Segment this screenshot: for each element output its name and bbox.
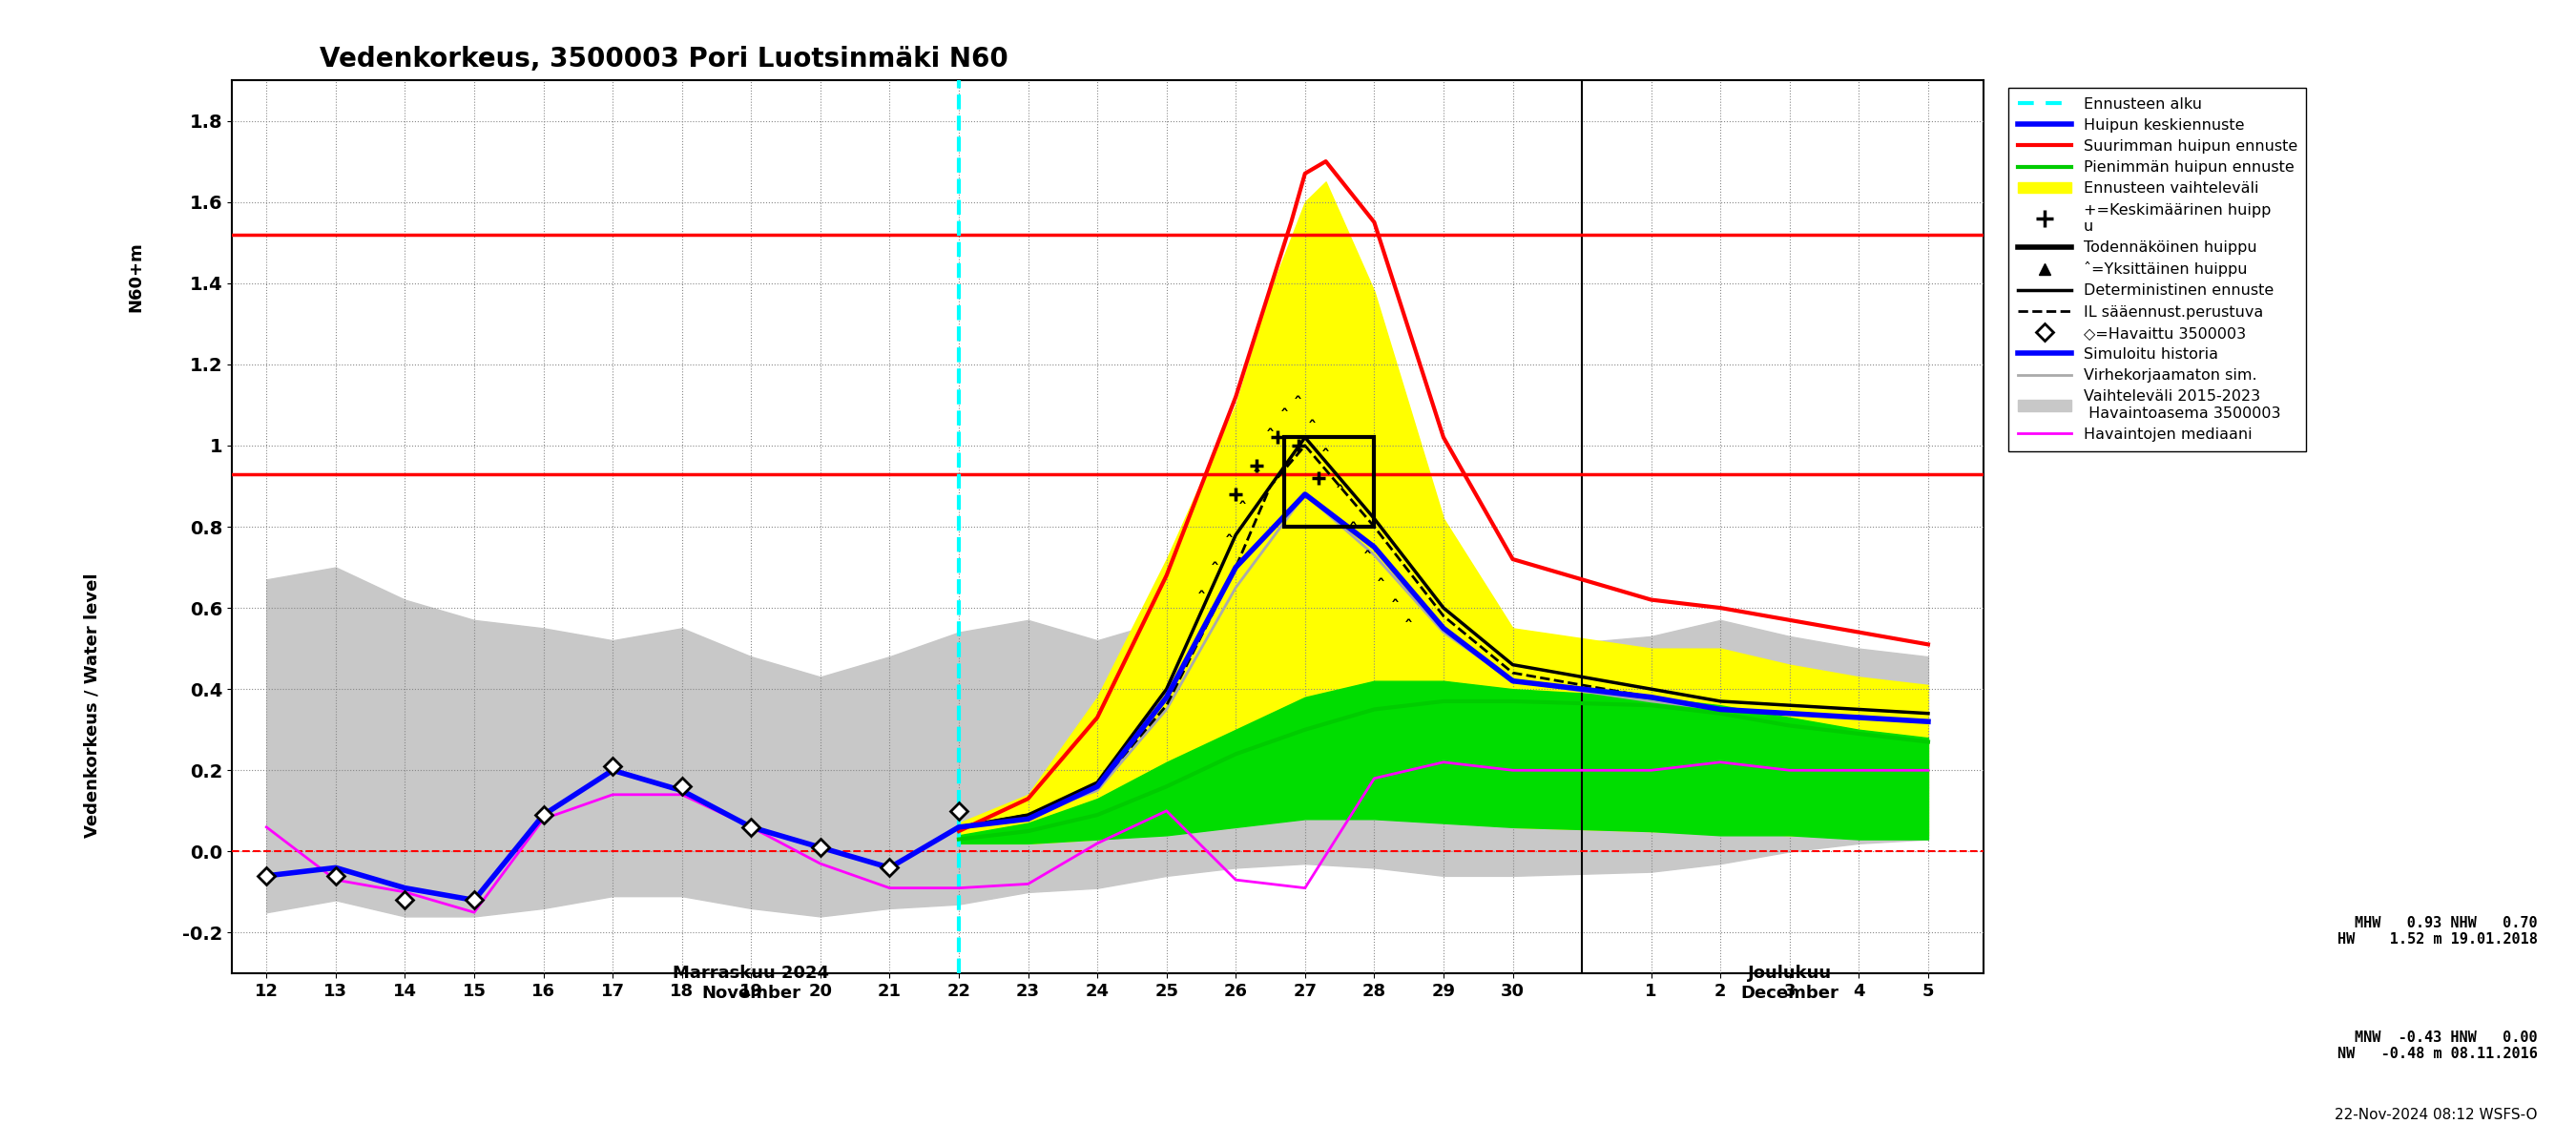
Text: ˆ: ˆ bbox=[1211, 562, 1218, 579]
Text: MNW  -0.43 HNW   0.00
NW   -0.48 m 08.11.2016: MNW -0.43 HNW 0.00 NW -0.48 m 08.11.2016 bbox=[2336, 1030, 2537, 1061]
Text: ˆ: ˆ bbox=[1293, 396, 1303, 413]
Text: ˆ: ˆ bbox=[1224, 534, 1234, 551]
Text: ˆ: ˆ bbox=[1363, 550, 1370, 567]
Text: Vedenkorkeus, 3500003 Pori Luotsinmäki N60: Vedenkorkeus, 3500003 Pori Luotsinmäki N… bbox=[319, 46, 1007, 72]
Text: N60+m: N60+m bbox=[126, 242, 144, 311]
Bar bbox=[1285, 437, 1373, 527]
Text: Vedenkorkeus / Water level: Vedenkorkeus / Water level bbox=[82, 572, 100, 838]
Text: ˆ: ˆ bbox=[1309, 420, 1316, 437]
Text: ˆ: ˆ bbox=[1198, 591, 1206, 608]
Text: ˆ: ˆ bbox=[1265, 428, 1275, 445]
Text: Joulukuu
December: Joulukuu December bbox=[1741, 965, 1839, 1002]
Text: Marraskuu 2024
November: Marraskuu 2024 November bbox=[672, 965, 829, 1002]
Text: ˆ: ˆ bbox=[1391, 599, 1399, 616]
Text: ˆ: ˆ bbox=[1239, 502, 1247, 519]
Text: ˆ: ˆ bbox=[1404, 619, 1414, 637]
Text: ˆ: ˆ bbox=[1280, 408, 1288, 425]
Text: ˆ: ˆ bbox=[1334, 485, 1345, 503]
Legend: Ennusteen alku, Huipun keskiennuste, Suurimman huipun ennuste, Pienimmän huipun : Ennusteen alku, Huipun keskiennuste, Suu… bbox=[2009, 88, 2306, 451]
Text: ˆ: ˆ bbox=[1321, 449, 1329, 466]
Text: 22-Nov-2024 08:12 WSFS-O: 22-Nov-2024 08:12 WSFS-O bbox=[2334, 1108, 2537, 1122]
Text: ˆ: ˆ bbox=[1376, 578, 1386, 595]
Text: MHW   0.93 NHW   0.70
HW    1.52 m 19.01.2018: MHW 0.93 NHW 0.70 HW 1.52 m 19.01.2018 bbox=[2336, 916, 2537, 947]
Text: ˆ: ˆ bbox=[1350, 522, 1358, 539]
Text: ˆ: ˆ bbox=[1252, 469, 1260, 487]
